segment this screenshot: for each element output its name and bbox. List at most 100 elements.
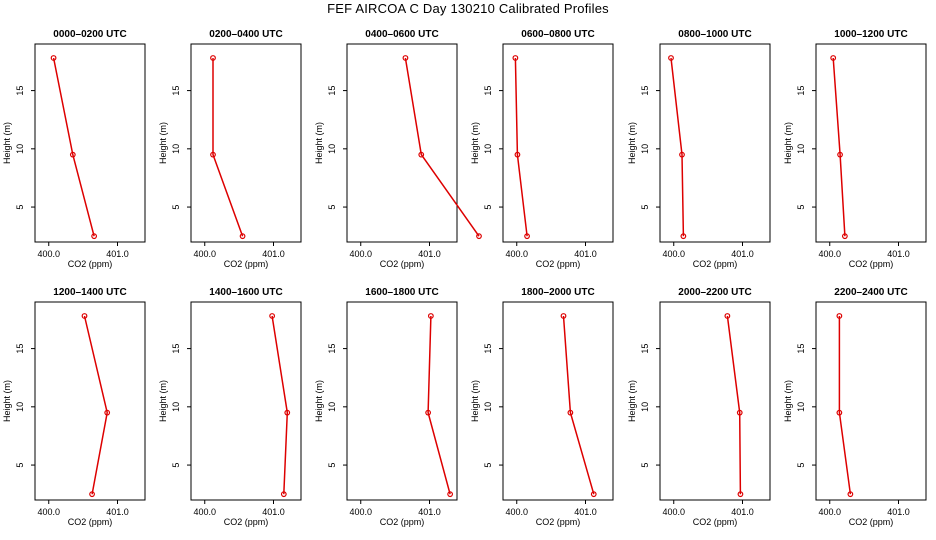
y-tick-label: 10 xyxy=(796,402,806,412)
profile-line xyxy=(427,315,451,495)
x-tick-label: 401.0 xyxy=(262,507,285,517)
profile-line xyxy=(670,57,685,237)
x-tick-label: 401.0 xyxy=(262,249,285,259)
data-point xyxy=(560,313,567,319)
y-tick-label: 5 xyxy=(483,205,493,210)
y-axis-title: Height (m) xyxy=(158,122,168,164)
panel-title: 0000–0200 UTC xyxy=(53,29,126,40)
data-point xyxy=(524,233,530,240)
y-tick-label: 15 xyxy=(15,86,25,96)
figure-title: FEF AIRCOA C Day 130210 Calibrated Profi… xyxy=(327,1,609,16)
data-point xyxy=(210,151,216,158)
profile-line xyxy=(514,57,528,237)
plot-frame xyxy=(659,301,771,501)
x-axis-title: CO2 (ppm) xyxy=(536,517,581,527)
data-point xyxy=(567,409,574,416)
x-axis-title: CO2 (ppm) xyxy=(536,259,581,269)
x-tick-label: 401.0 xyxy=(887,249,910,259)
x-tick-label: 400.0 xyxy=(505,249,528,259)
y-axis-title: Height (m) xyxy=(627,380,637,422)
data-point xyxy=(89,491,95,498)
panel-title: 1600–1800 UTC xyxy=(365,287,438,298)
panel-title: 0600–0800 UTC xyxy=(521,29,594,40)
data-point xyxy=(91,233,98,240)
panel-title: 2000–2200 UTC xyxy=(678,287,751,298)
data-point xyxy=(512,55,519,61)
data-point xyxy=(679,151,685,158)
y-tick-label: 5 xyxy=(796,463,806,468)
data-point xyxy=(239,233,246,240)
data-point xyxy=(104,409,111,416)
y-tick-label: 10 xyxy=(327,144,337,154)
data-point xyxy=(680,233,687,240)
y-tick-label: 10 xyxy=(796,144,806,154)
y-axis-title: Height (m) xyxy=(2,380,12,422)
y-tick-label: 10 xyxy=(15,402,25,412)
profile-line xyxy=(832,57,846,237)
plot-frame xyxy=(190,43,302,243)
data-point xyxy=(427,313,434,319)
x-axis-title: CO2 (ppm) xyxy=(224,259,269,269)
data-point xyxy=(418,151,425,158)
y-axis-title: Height (m) xyxy=(470,380,480,422)
data-point xyxy=(837,151,843,158)
y-tick-label: 15 xyxy=(796,344,806,354)
y-tick-label: 5 xyxy=(171,463,181,468)
y-tick-label: 10 xyxy=(15,144,25,154)
profile-line xyxy=(726,315,742,495)
profile-line xyxy=(562,315,595,495)
plot-frame xyxy=(346,43,458,243)
data-point xyxy=(668,55,674,61)
x-axis-title: CO2 (ppm) xyxy=(380,259,425,269)
data-point xyxy=(81,313,88,319)
plot-frame xyxy=(190,301,302,501)
x-axis-title: CO2 (ppm) xyxy=(68,517,113,527)
data-point xyxy=(447,491,454,498)
y-tick-label: 5 xyxy=(15,463,25,468)
panel-title: 0800–1000 UTC xyxy=(678,29,751,40)
y-axis-title: Height (m) xyxy=(158,380,168,422)
x-tick-label: 401.0 xyxy=(574,249,597,259)
data-point xyxy=(514,151,521,158)
data-point xyxy=(425,409,432,416)
y-tick-label: 5 xyxy=(327,205,337,210)
y-axis-title: Height (m) xyxy=(783,380,793,422)
y-tick-label: 10 xyxy=(483,402,493,412)
profile-line xyxy=(838,316,852,495)
profile-line xyxy=(404,57,480,237)
y-tick-label: 15 xyxy=(796,86,806,96)
plot-frame xyxy=(346,301,458,501)
y-axis-title: Height (m) xyxy=(314,380,324,422)
x-axis-title: CO2 (ppm) xyxy=(693,517,738,527)
data-point xyxy=(736,409,743,416)
y-tick-label: 5 xyxy=(327,463,337,468)
y-tick-label: 10 xyxy=(640,402,650,412)
y-tick-label: 5 xyxy=(171,205,181,210)
y-tick-label: 15 xyxy=(640,86,650,96)
data-point xyxy=(590,491,597,498)
y-tick-label: 10 xyxy=(327,402,337,412)
x-tick-label: 401.0 xyxy=(731,507,754,517)
plot-frame xyxy=(502,43,614,243)
data-point xyxy=(724,313,731,319)
x-tick-label: 400.0 xyxy=(818,249,841,259)
data-point xyxy=(284,409,291,416)
x-tick-label: 400.0 xyxy=(349,507,372,517)
panel-title: 2200–2400 UTC xyxy=(834,287,907,298)
panel-title: 1800–2000 UTC xyxy=(521,287,594,298)
y-tick-label: 5 xyxy=(483,463,493,468)
x-tick-label: 400.0 xyxy=(193,507,216,517)
x-tick-label: 400.0 xyxy=(662,249,685,259)
plot-frame xyxy=(659,43,771,243)
profile-line xyxy=(52,57,95,237)
y-axis-title: Height (m) xyxy=(627,122,637,164)
panel-title: 1000–1200 UTC xyxy=(834,29,907,40)
